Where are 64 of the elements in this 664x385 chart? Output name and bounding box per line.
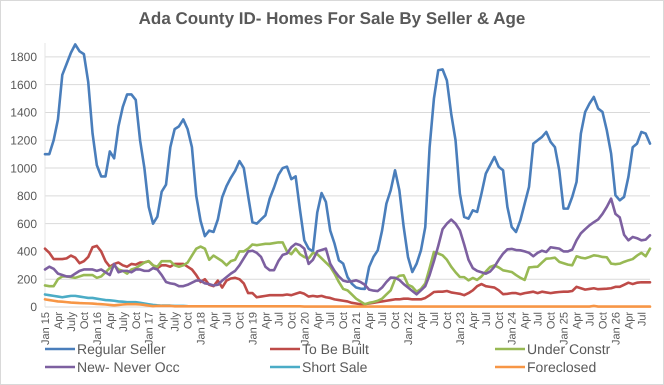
x-tick-label: Oct — [338, 312, 350, 330]
x-tick-label: Jan 20 — [299, 312, 312, 346]
x-tick-label: Apr — [104, 312, 117, 330]
x-tick-label: Apr — [623, 312, 636, 330]
legend-label: Foreclosed — [527, 358, 596, 375]
x-tick-label: Jan 23 — [454, 312, 467, 346]
x-tick-label: Oct — [130, 312, 143, 330]
x-tick-label: Jul — [480, 312, 493, 326]
x-tick-label: Jan 18 — [196, 312, 208, 346]
x-tick-label: Apr — [52, 312, 65, 330]
y-tick-label: 1800 — [10, 50, 38, 64]
x-tick-label: Jul — [273, 312, 286, 326]
y-tick-label: 1200 — [10, 133, 38, 148]
x-tick-label: Jan 16 — [92, 312, 104, 346]
x-tick-label: July — [170, 312, 182, 332]
y-tick-label: 0 — [30, 300, 38, 314]
x-tick-label: Jan 24 — [506, 312, 519, 346]
x-tick-label: Oct — [78, 312, 91, 330]
y-tick-label: 200 — [16, 272, 38, 286]
legend-label: New- Never Occ — [77, 358, 180, 375]
x-tick-label: Apr — [416, 312, 428, 330]
y-tick-label: 1400 — [10, 106, 38, 120]
x-tick-label: Oct — [597, 312, 610, 330]
x-tick-label: Apr — [260, 312, 272, 330]
y-tick-label: 1000 — [10, 161, 38, 176]
x-tick-label: Jul — [428, 312, 441, 326]
x-tick-label: Jan 17 — [144, 312, 156, 346]
x-tick-label: Oct — [234, 312, 246, 330]
x-tick-label: July — [66, 312, 78, 332]
x-tick-label: Oct — [546, 312, 558, 330]
x-tick-label: Apr — [468, 312, 480, 330]
x-tick-label: Oct — [182, 312, 195, 330]
x-tick-label: Jan 15 — [40, 312, 52, 346]
x-tick-label: Jul — [584, 312, 596, 326]
x-tick-label: Jul — [377, 312, 390, 326]
x-tick-label: Jul — [532, 312, 545, 326]
line-series — [44, 43, 652, 290]
x-tick-label: Jul — [325, 312, 338, 326]
y-tick-label: 800 — [16, 189, 38, 204]
chart-title: Ada County ID- Homes For Sale By Seller & Age — [138, 9, 526, 28]
x-tick-label: Jan 26 — [610, 312, 622, 346]
x-tick-label: Jan 22 — [403, 312, 415, 346]
x-tick-label: Apr — [572, 312, 584, 330]
x-tick-label: Jan 21 — [351, 312, 364, 346]
x-tick-label: Oct — [390, 312, 402, 330]
y-tick-label: 400 — [16, 244, 38, 259]
y-tick-label: 600 — [16, 216, 38, 231]
x-tick-label: Apr — [208, 312, 221, 330]
line-series — [44, 298, 652, 308]
x-tick-label: Jul — [222, 312, 234, 326]
x-tick-label: Oct — [442, 312, 454, 330]
x-tick-label: Apr — [312, 312, 324, 330]
x-tick-label: Oct — [286, 312, 298, 330]
x-tick-label: Jan 25 — [558, 312, 571, 346]
y-tick-label: 1600 — [10, 78, 38, 92]
x-tick-label: July — [118, 312, 130, 332]
x-tick-label: Jan 19 — [247, 312, 260, 346]
x-tick-label: Apr — [520, 312, 532, 330]
x-tick-label: Oct — [494, 312, 506, 330]
x-tick-label: Apr — [364, 312, 376, 330]
x-tick-label: Apr — [156, 312, 169, 330]
line-series — [44, 197, 652, 296]
x-tick-label: Jul — [636, 312, 648, 326]
legend-label: Short Sale — [302, 358, 368, 375]
